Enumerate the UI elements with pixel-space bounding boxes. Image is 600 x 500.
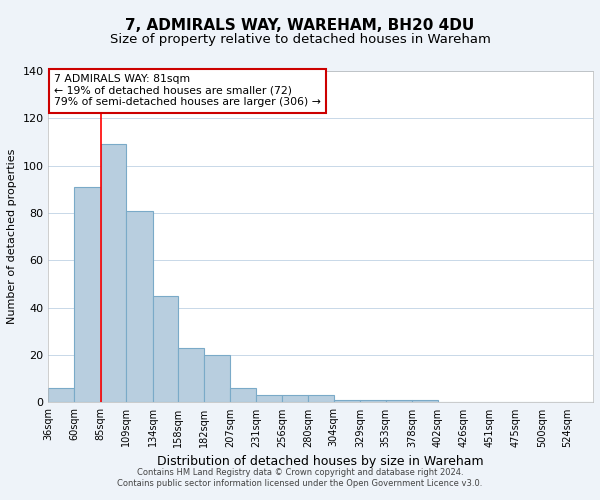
Bar [412, 400, 438, 402]
Bar [360, 400, 386, 402]
Bar [334, 400, 360, 402]
Bar [101, 144, 126, 402]
Bar [153, 296, 178, 403]
Bar [49, 388, 74, 402]
Y-axis label: Number of detached properties: Number of detached properties [7, 149, 17, 324]
Bar [74, 187, 101, 402]
Bar [204, 355, 230, 403]
Text: Size of property relative to detached houses in Wareham: Size of property relative to detached ho… [110, 32, 490, 46]
Bar [178, 348, 204, 403]
Bar [256, 396, 283, 402]
Bar [386, 400, 412, 402]
X-axis label: Distribution of detached houses by size in Wareham: Distribution of detached houses by size … [157, 455, 484, 468]
Bar [308, 396, 334, 402]
Text: Contains HM Land Registry data © Crown copyright and database right 2024.
Contai: Contains HM Land Registry data © Crown c… [118, 468, 482, 487]
Text: 7 ADMIRALS WAY: 81sqm
← 19% of detached houses are smaller (72)
79% of semi-deta: 7 ADMIRALS WAY: 81sqm ← 19% of detached … [54, 74, 321, 108]
Bar [283, 396, 308, 402]
Text: 7, ADMIRALS WAY, WAREHAM, BH20 4DU: 7, ADMIRALS WAY, WAREHAM, BH20 4DU [125, 18, 475, 32]
Bar [230, 388, 256, 402]
Bar [126, 210, 153, 402]
